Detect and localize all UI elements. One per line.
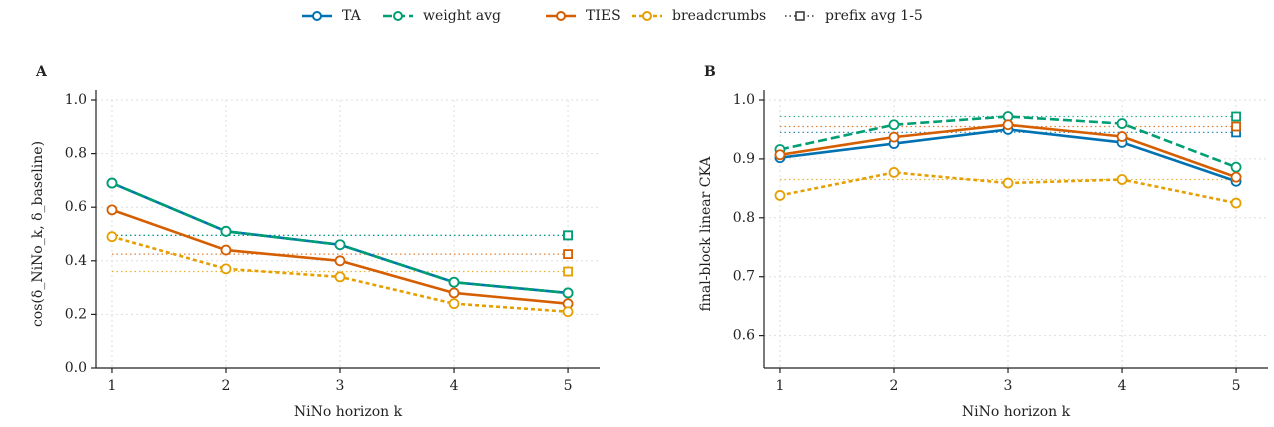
data-point bbox=[220, 244, 232, 256]
x-tick-label: 3 bbox=[336, 378, 345, 394]
data-point bbox=[334, 239, 346, 251]
y-tick-label: 0.4 bbox=[65, 253, 87, 269]
data-point bbox=[1002, 119, 1014, 131]
data-point bbox=[334, 271, 346, 283]
x-tick-label: 4 bbox=[1118, 378, 1127, 394]
panel-label: B bbox=[704, 64, 716, 80]
prefix-avg-marker bbox=[563, 249, 573, 260]
data-point bbox=[334, 255, 346, 267]
data-point bbox=[1002, 177, 1014, 189]
data-point bbox=[1116, 174, 1128, 185]
y-axis-label: final-block linear CKA bbox=[698, 156, 714, 312]
prefix-avg-marker bbox=[563, 230, 573, 241]
panel-label: A bbox=[35, 64, 48, 80]
legend-label: TIES bbox=[586, 8, 621, 24]
data-point bbox=[220, 225, 232, 237]
x-tick-label: 1 bbox=[776, 378, 785, 394]
legend-label: weight avg bbox=[423, 8, 501, 24]
data-point bbox=[1230, 197, 1242, 209]
prefix-avg-marker bbox=[1231, 121, 1241, 132]
data-point bbox=[774, 190, 786, 201]
x-tick-label: 2 bbox=[222, 378, 231, 394]
x-tick-label: 5 bbox=[1232, 378, 1241, 394]
x-tick-label: 4 bbox=[450, 378, 459, 394]
y-tick-label: 1.0 bbox=[733, 92, 755, 108]
data-point bbox=[888, 119, 900, 131]
data-point bbox=[448, 287, 460, 299]
data-point bbox=[448, 298, 460, 310]
series-line bbox=[779, 171, 1237, 205]
data-point bbox=[1230, 171, 1242, 183]
data-point bbox=[1230, 161, 1242, 173]
data-point bbox=[448, 276, 460, 288]
x-axis-label: NiNo horizon k bbox=[294, 404, 403, 420]
x-tick-label: 5 bbox=[564, 378, 573, 394]
data-point bbox=[562, 306, 574, 318]
x-tick-label: 1 bbox=[108, 378, 117, 394]
x-tick-label: 2 bbox=[890, 378, 899, 394]
series-line bbox=[779, 115, 1237, 169]
data-point bbox=[562, 287, 574, 299]
legend-marker bbox=[556, 11, 566, 21]
data-point bbox=[888, 167, 900, 178]
x-axis-label: NiNo horizon k bbox=[962, 404, 1071, 420]
y-tick-label: 1.0 bbox=[65, 92, 87, 108]
y-tick-label: 0.6 bbox=[65, 199, 87, 215]
data-point bbox=[106, 231, 118, 243]
y-axis-label: cos(δ_NiNo_k, δ_baseline) bbox=[30, 141, 46, 327]
legend-label: prefix avg 1-5 bbox=[825, 8, 923, 24]
x-tick-label: 3 bbox=[1004, 378, 1013, 394]
y-tick-label: 0.2 bbox=[65, 306, 87, 322]
y-tick-label: 0.9 bbox=[733, 151, 755, 167]
prefix-avg-marker bbox=[563, 266, 573, 277]
data-point bbox=[1116, 118, 1128, 129]
data-point bbox=[106, 204, 118, 216]
legend-label: TA bbox=[342, 8, 362, 24]
data-point bbox=[220, 263, 232, 275]
data-point bbox=[888, 131, 900, 143]
legend-marker bbox=[393, 11, 403, 21]
data-point bbox=[106, 177, 118, 189]
data-point bbox=[1116, 131, 1128, 142]
prefix-avg-marker bbox=[1231, 111, 1241, 122]
legend-marker bbox=[642, 11, 652, 21]
y-tick-label: 0.7 bbox=[733, 269, 755, 285]
y-tick-label: 0.8 bbox=[733, 210, 755, 226]
legend-marker bbox=[312, 11, 322, 21]
legend-label: breadcrumbs bbox=[672, 8, 766, 24]
y-tick-label: 0.8 bbox=[65, 146, 87, 162]
legend-marker bbox=[795, 11, 805, 21]
y-tick-label: 0.6 bbox=[733, 328, 755, 344]
y-tick-label: 0.0 bbox=[65, 360, 87, 376]
data-point bbox=[774, 149, 786, 161]
